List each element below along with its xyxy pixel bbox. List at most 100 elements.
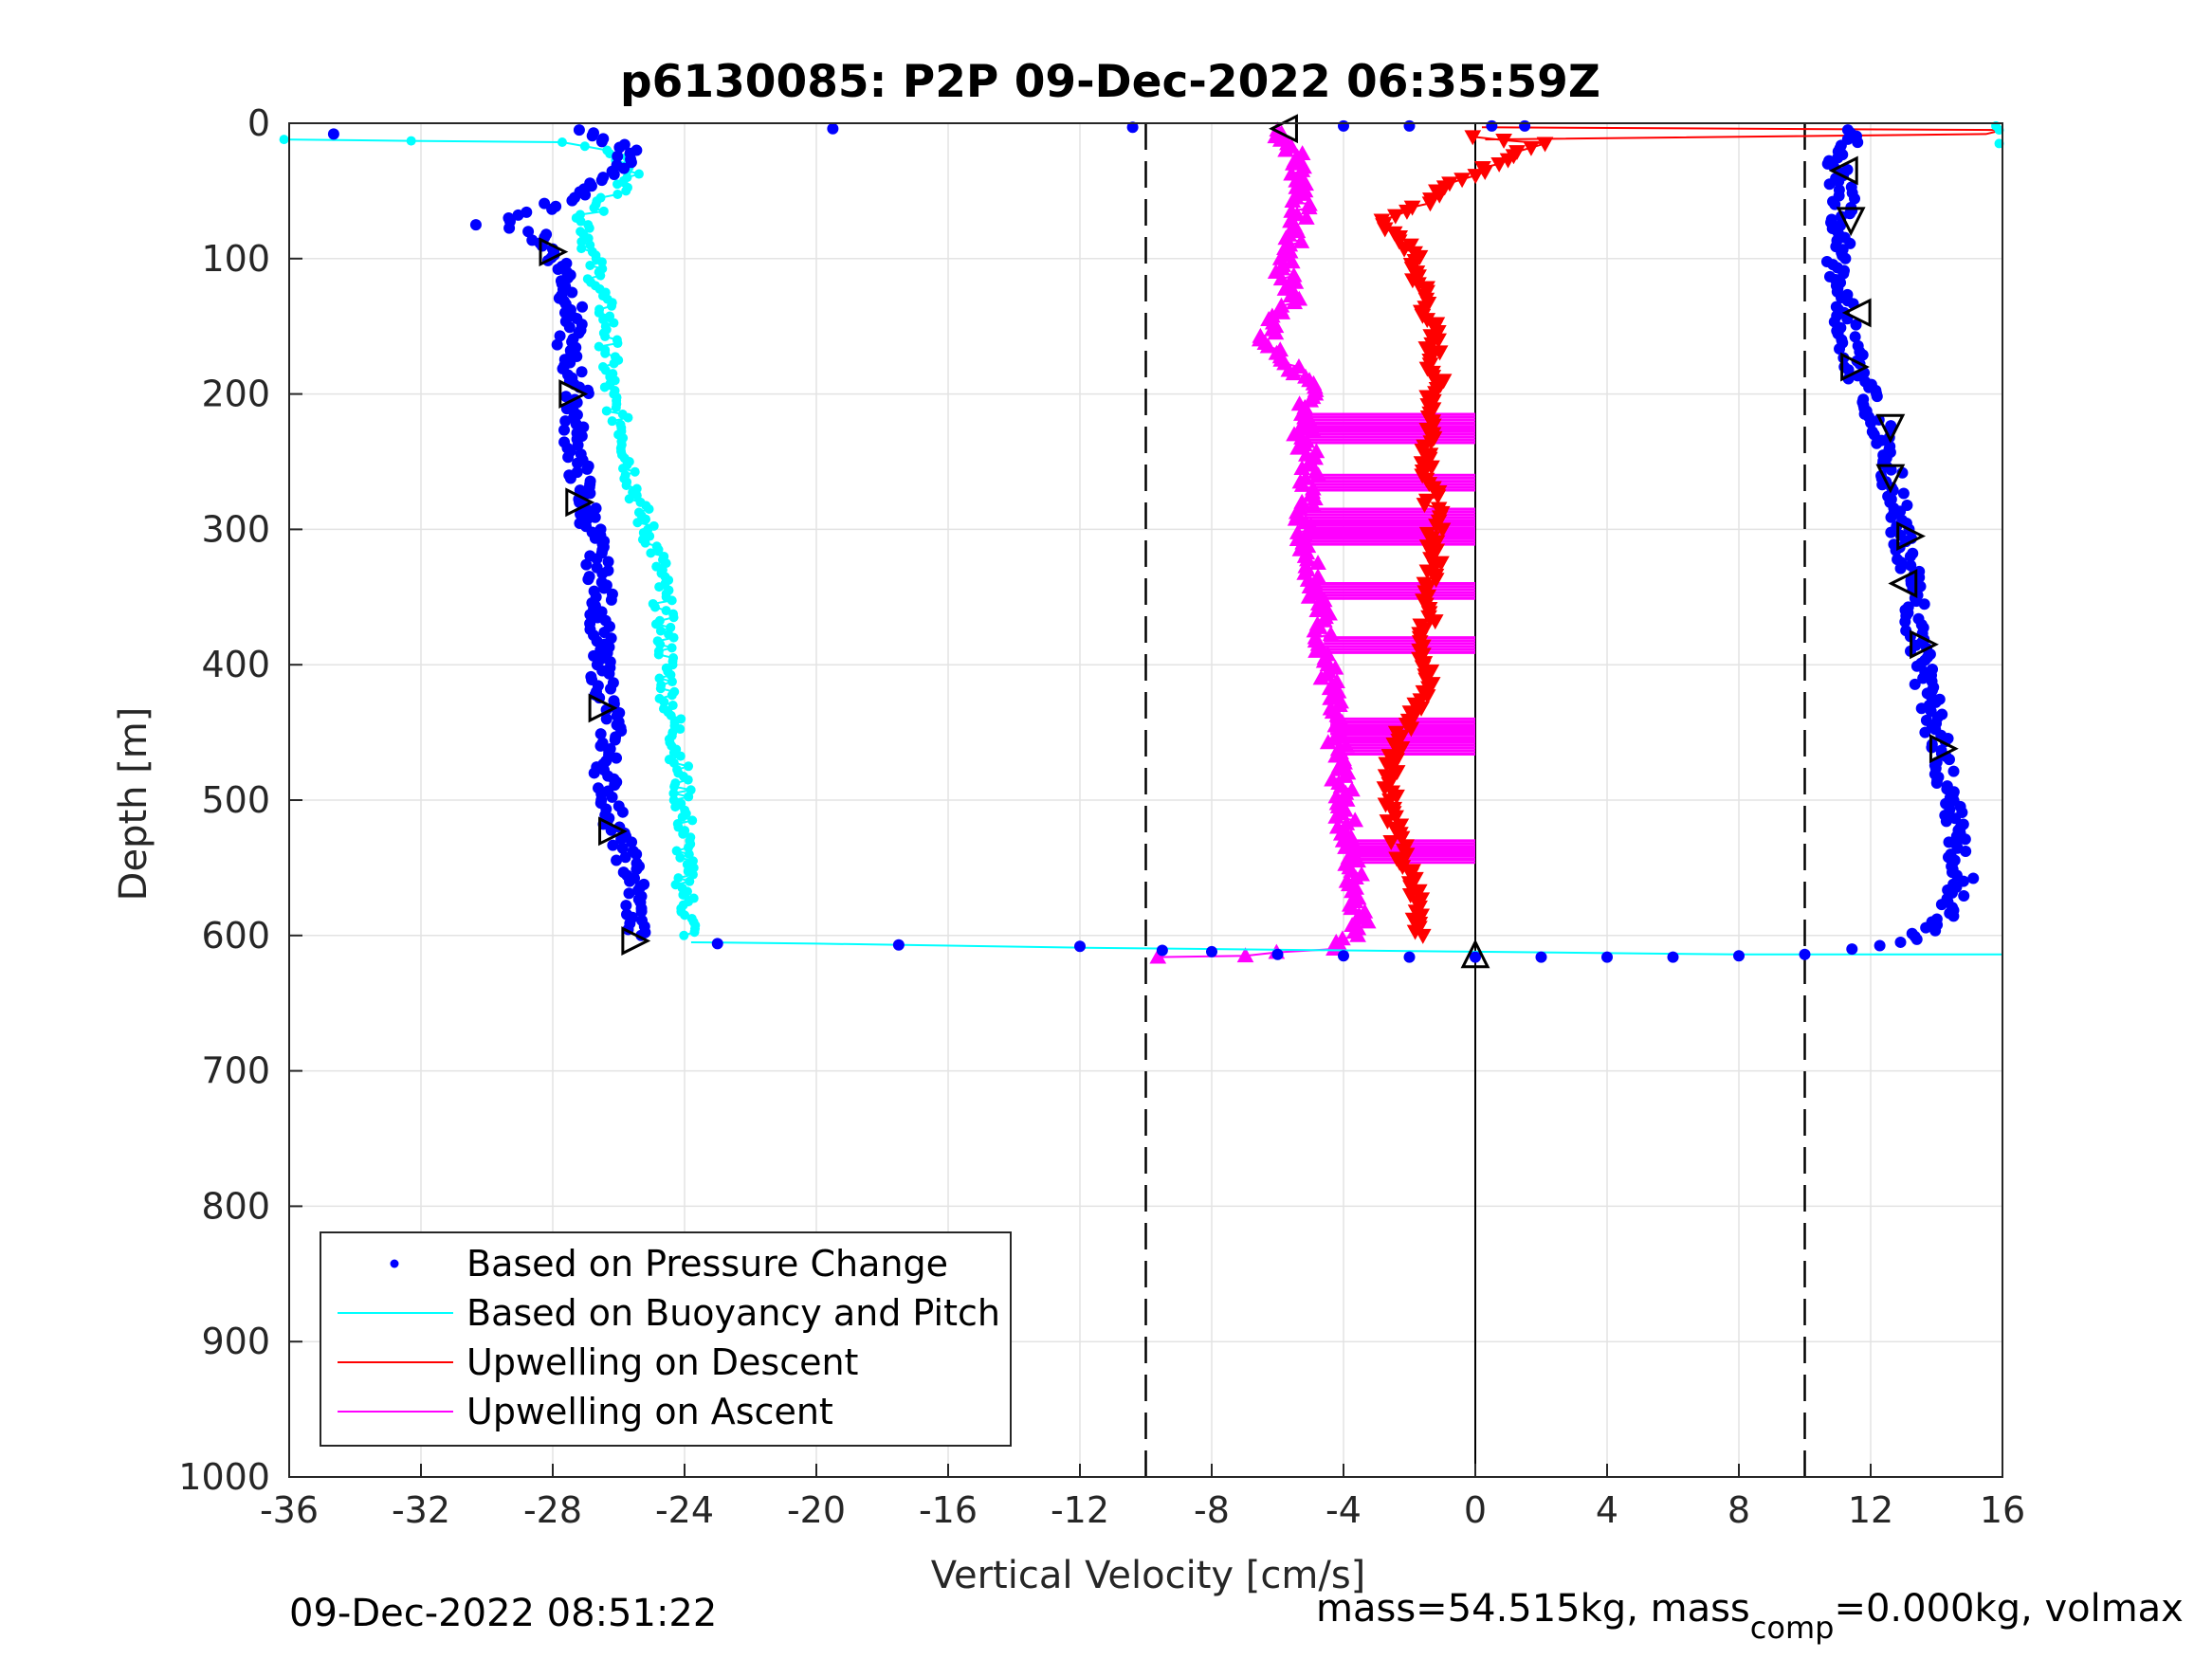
pressure-descent-point <box>624 875 636 887</box>
pressure-point <box>711 938 723 950</box>
pressure-ascent-point <box>1912 612 1925 625</box>
descent-upwelling-point <box>1429 489 1447 505</box>
ascent-upwelling-point <box>1359 913 1377 929</box>
pressure-descent-point <box>327 128 339 140</box>
pressure-descent-point <box>594 739 607 752</box>
y-tick-label: 100 <box>201 238 270 280</box>
descent-upwelling-point <box>1386 209 1404 225</box>
pressure-ascent-point <box>1841 124 1854 137</box>
buoyancy-point <box>601 406 612 416</box>
buoyancy-point <box>667 677 677 687</box>
pressure-descent-point <box>503 222 516 234</box>
pressure-ascent-point <box>1845 181 1857 193</box>
buoyancy-point <box>599 382 610 392</box>
direction-marker <box>539 237 569 267</box>
pressure-ascent-point <box>1967 872 1980 884</box>
pressure-ascent-point <box>1841 288 1854 301</box>
direction-marker <box>1875 413 1906 444</box>
pressure-descent-point <box>580 558 593 571</box>
pressure-ascent-point <box>1902 601 1914 613</box>
pressure-ascent-point <box>1850 319 1862 331</box>
buoyancy-point <box>667 701 678 711</box>
pressure-descent-point <box>612 150 624 162</box>
buoyancy-point <box>655 626 666 636</box>
series-layer <box>279 119 2004 964</box>
pressure-point <box>1206 945 1217 957</box>
buoyancy-point <box>611 402 621 412</box>
pressure-point <box>1601 951 1613 963</box>
pressure-ascent-point <box>1930 913 1943 925</box>
descent-upwelling-point <box>1427 573 1445 589</box>
pressure-ascent-point <box>1841 163 1854 175</box>
descent-upwelling-point <box>1393 830 1411 847</box>
pressure-descent-point <box>631 848 643 861</box>
direction-marker <box>598 816 628 847</box>
y-tick-label: 300 <box>201 508 270 550</box>
pressure-point <box>1338 119 1349 132</box>
x-tick-label: 16 <box>1980 1489 2025 1531</box>
pressure-ascent-point <box>1947 765 1960 777</box>
y-tick-label: 500 <box>201 779 270 821</box>
buoyancy-point <box>596 257 607 267</box>
pressure-point <box>1156 944 1168 957</box>
pressure-descent-point <box>589 511 601 523</box>
pressure-point <box>1126 121 1139 134</box>
ascent-upwelling-point <box>1259 337 1277 354</box>
buoyancy-point <box>641 514 651 524</box>
pressure-ascent-point <box>1849 331 1861 343</box>
ascent-upwelling-point <box>1292 232 1310 248</box>
pressure-ascent-point <box>1846 943 1858 956</box>
pressure-ascent-point <box>1943 836 1955 848</box>
y-tick-label: 700 <box>201 1050 270 1092</box>
y-tick-label: 0 <box>247 102 270 144</box>
buoyancy-point <box>630 466 640 477</box>
mass-subscript: comp <box>1750 1610 1835 1646</box>
direction-marker <box>1896 521 1927 551</box>
pressure-descent-point <box>609 734 621 746</box>
pressure-descent-point <box>564 472 576 484</box>
descent-upwelling-point <box>1421 196 1439 212</box>
legend-label: Based on Buoyancy and Pitch <box>466 1292 1000 1334</box>
pressure-descent-point <box>598 582 611 594</box>
descent-upwelling-point <box>1467 169 1485 185</box>
pressure-descent-point <box>576 301 589 313</box>
y-tick-label: 800 <box>201 1185 270 1227</box>
ascent-upwelling-point <box>1349 926 1366 942</box>
legend: Based on Pressure Change Based on Buoyanc… <box>320 1231 1012 1447</box>
descent-upwelling-point <box>1416 498 1434 514</box>
y-tick-label: 600 <box>201 915 270 957</box>
buoyancy-point <box>609 358 619 369</box>
pressure-descent-point <box>606 791 618 803</box>
pressure-descent-point <box>573 124 585 137</box>
pressure-descent-point <box>582 574 594 586</box>
direction-marker <box>1910 629 1939 660</box>
ascent-upwelling-point <box>1277 141 1294 157</box>
descent-upwelling-surface-line <box>1481 126 2003 141</box>
legend-box <box>320 1231 1012 1447</box>
ascent-upwelling-point <box>1273 303 1291 319</box>
pressure-ascent-point <box>1905 559 1917 572</box>
pressure-descent-point <box>635 905 648 918</box>
buoyancy-point <box>576 244 587 254</box>
pressure-ascent-point <box>1900 625 1912 637</box>
buoyancy-point <box>609 318 619 328</box>
descent-upwelling-point <box>1388 765 1406 781</box>
direction-marker <box>1460 939 1490 969</box>
buoyancy-point <box>653 649 664 660</box>
ascent-upwelling-point <box>1283 253 1301 269</box>
x-tick-label: -28 <box>523 1489 582 1531</box>
pressure-point <box>1074 940 1086 953</box>
pressure-descent-point <box>512 209 524 221</box>
pressure-ascent-point <box>1823 270 1836 283</box>
pressure-descent-point <box>576 366 588 378</box>
pressure-descent-point <box>608 168 620 180</box>
mass-suffix: =0.000kg, volmax <box>1834 1587 2183 1631</box>
buoyancy-point <box>600 331 611 341</box>
buoyancy-point <box>279 135 289 145</box>
pressure-descent-point <box>546 203 558 215</box>
ascent-upwelling-point <box>1286 294 1304 310</box>
buoyancy-point <box>661 606 671 616</box>
x-tick-label: 12 <box>1848 1489 1893 1531</box>
descent-upwelling-point <box>1453 173 1471 189</box>
pressure-ascent-point <box>1892 554 1904 566</box>
